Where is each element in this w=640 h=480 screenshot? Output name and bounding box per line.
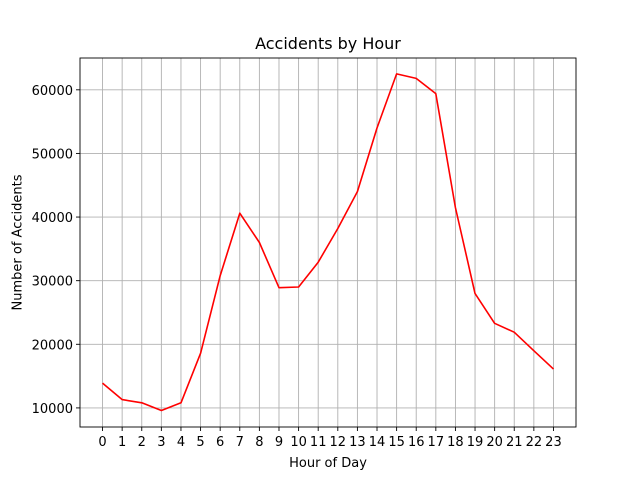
x-axis-ticks: 0 1 2 3 4 5 6 7 8 9 10 11 12 13 14 15 16 17 18 19 20 21 22 23 [98,427,562,450]
series-line [101,73,555,412]
x-tick-label: 18 [447,435,464,450]
x-tick-label: 8 [255,435,263,450]
x-tick-label: 5 [196,435,204,450]
x-axis-title: Hour of Day [289,456,367,471]
x-tick-label: 9 [275,435,283,450]
y-tick-label: 10000 [32,402,73,417]
y-tick-label: 60000 [32,84,73,99]
x-tick-label: 7 [236,435,244,450]
x-tick-label: 16 [408,435,425,450]
x-tick-label: 20 [486,435,503,450]
chart-title: Accidents by Hour [255,34,401,53]
y-axis-ticks: 10000 20000 30000 40000 50000 60000 [32,84,80,417]
x-tick-label: 4 [177,435,185,450]
x-tick-label: 3 [157,435,165,450]
x-tick-label: 6 [216,435,224,450]
x-tick-label: 10 [290,435,307,450]
x-tick-label: 13 [349,435,366,450]
x-tick-label: 19 [467,435,484,450]
plot-frame [79,57,577,428]
x-tick-label: 12 [330,435,347,450]
x-tick-label: 22 [526,435,543,450]
x-tick-label: 1 [118,435,126,450]
x-tick-label: 23 [545,435,562,450]
x-tick-label: 21 [506,435,523,450]
x-tick-label: 17 [428,435,445,450]
x-tick-label: 14 [369,435,386,450]
y-tick-label: 20000 [32,338,73,353]
y-tick-label: 50000 [32,147,73,162]
y-tick-label: 30000 [32,275,73,290]
x-tick-label: 0 [98,435,106,450]
y-axis-title: Number of Accidents [11,174,26,310]
y-tick-label: 40000 [32,211,73,226]
x-tick-label: 15 [388,435,405,450]
grid-lines [80,58,576,427]
x-tick-label: 11 [310,435,327,450]
x-tick-label: 2 [138,435,146,450]
